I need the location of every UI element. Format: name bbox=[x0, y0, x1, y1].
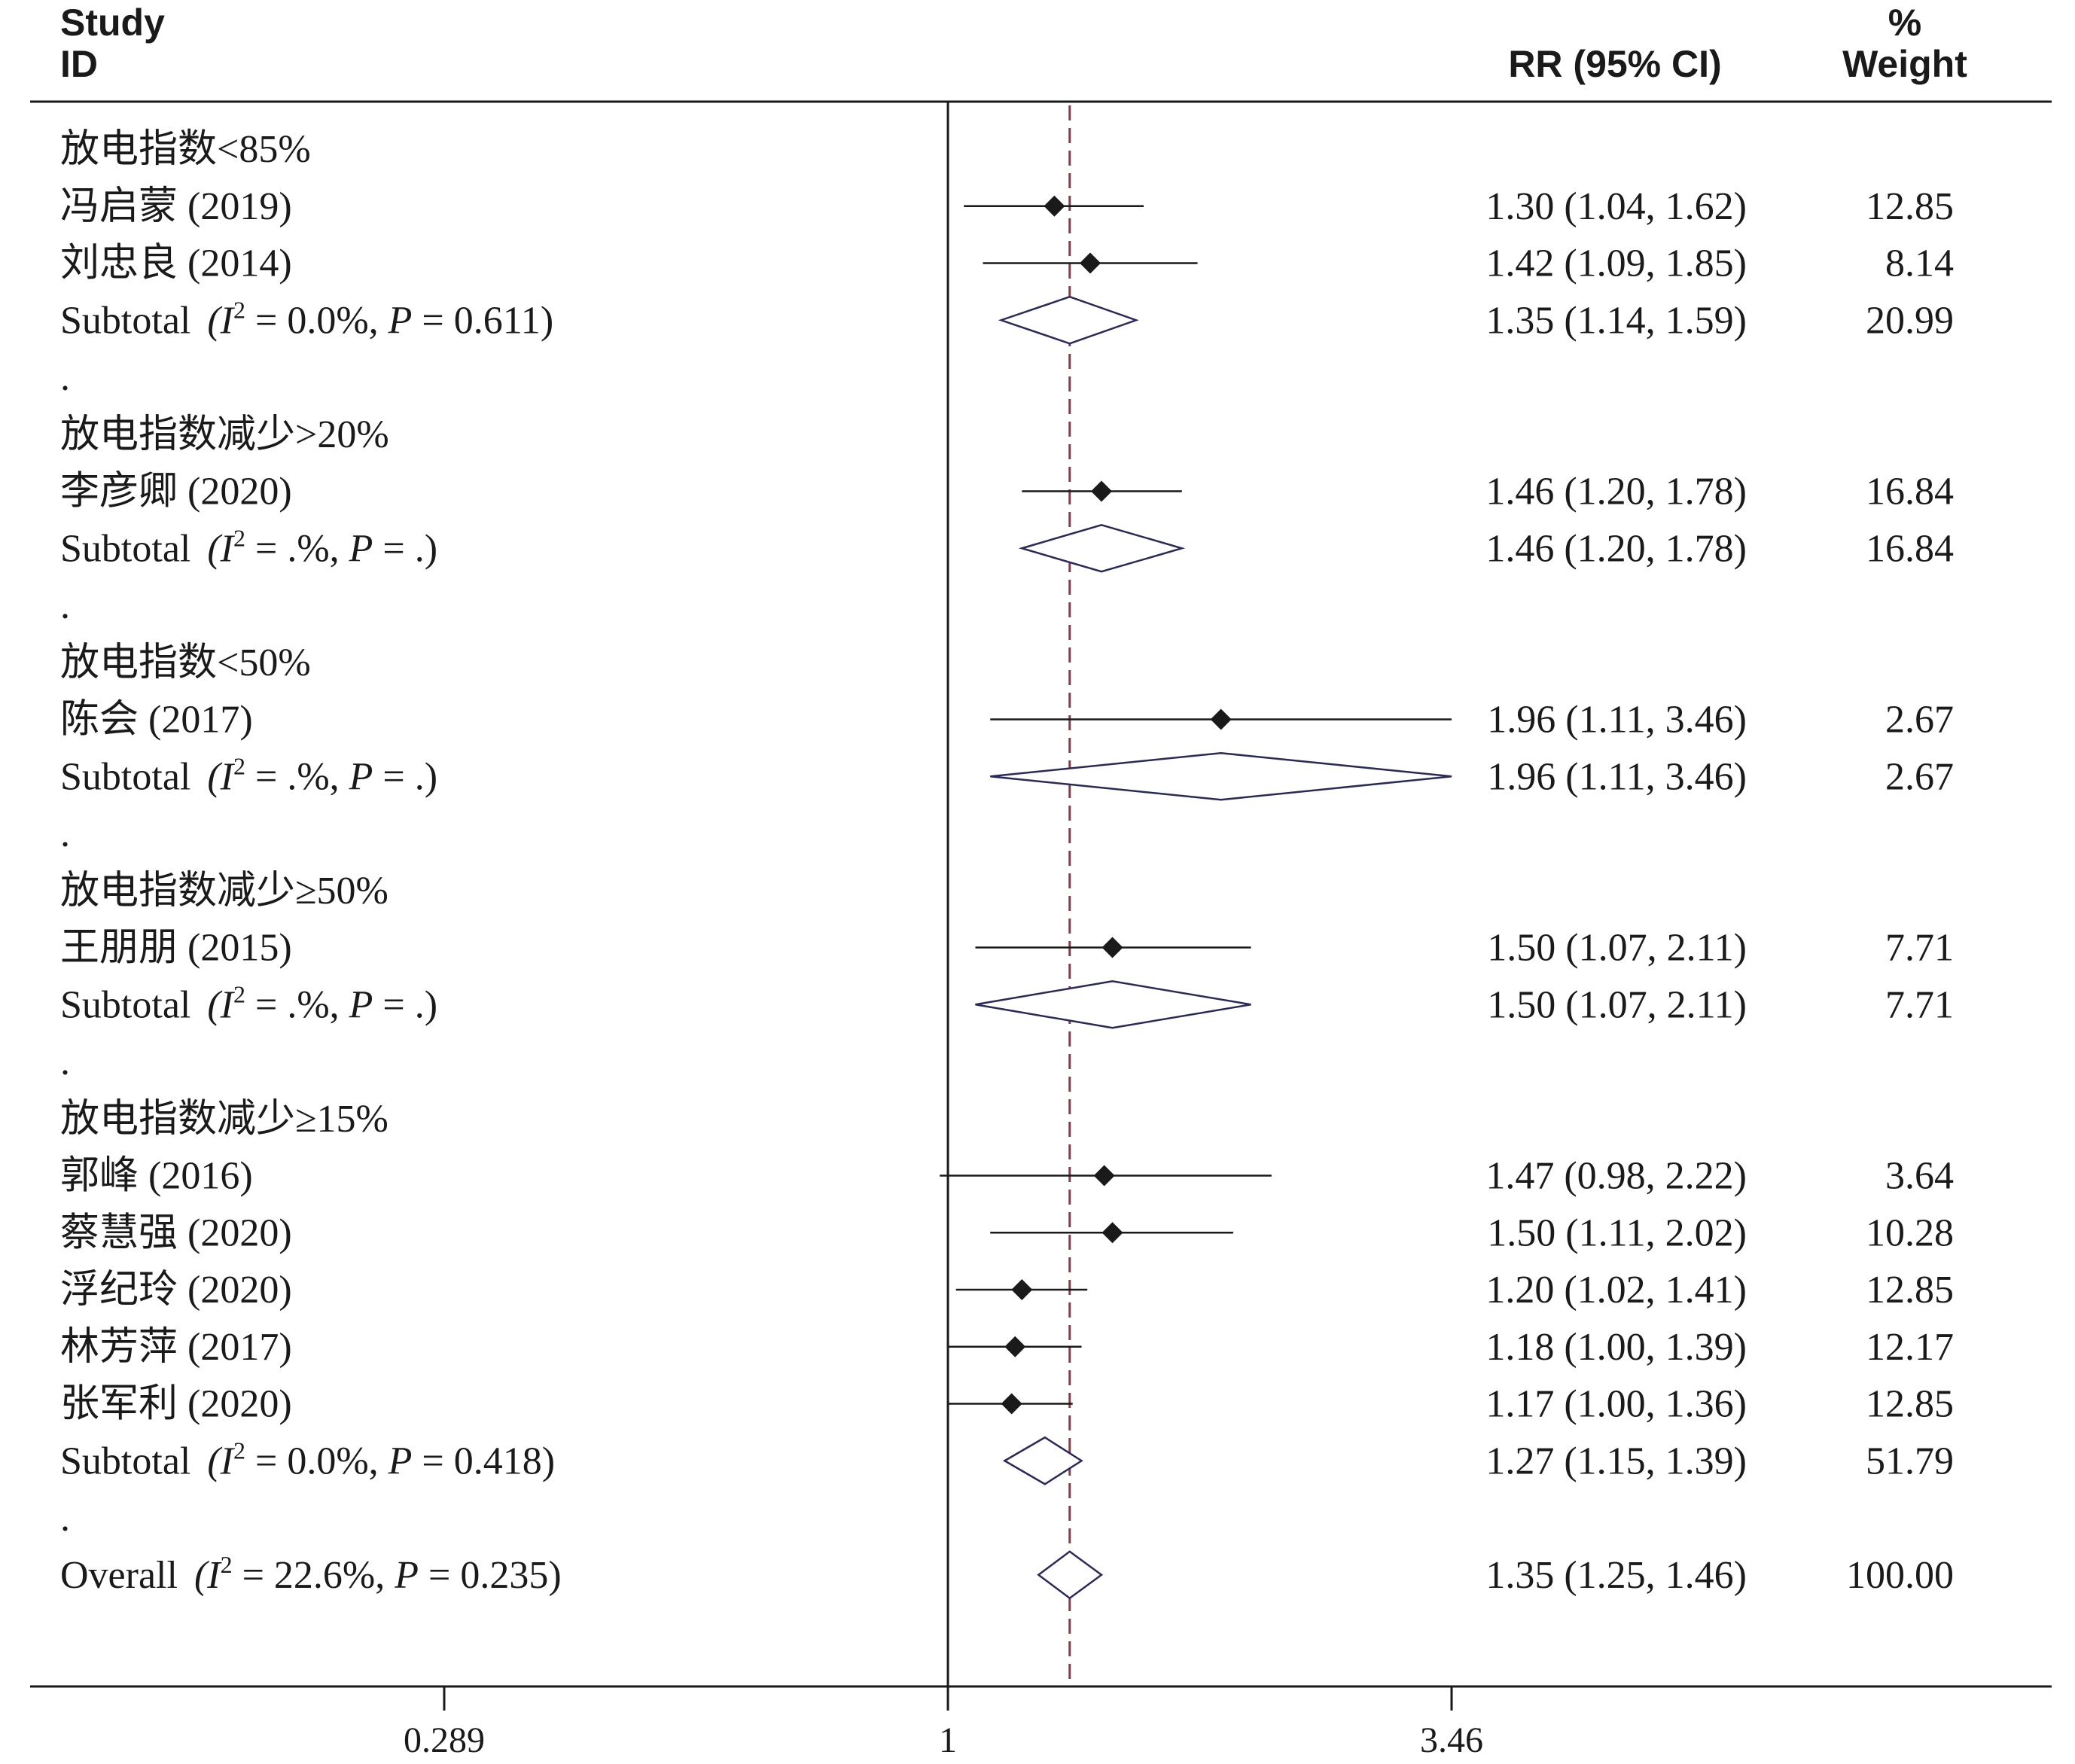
weight-text: 12.85 bbox=[1866, 185, 1954, 228]
effect-ci-text: 1.50 (1.07, 2.11) bbox=[1487, 927, 1747, 970]
effect-ci-text: 1.18 (1.00, 1.39) bbox=[1485, 1326, 1747, 1369]
point-estimate bbox=[1101, 937, 1123, 958]
subtotal-diamond bbox=[1018, 523, 1186, 573]
point-estimate bbox=[1090, 480, 1112, 502]
study-label: 冯启蒙 (2019) bbox=[60, 185, 292, 228]
overall-diamond bbox=[1037, 1550, 1104, 1600]
point-estimate bbox=[1044, 195, 1065, 217]
study-label: 王朋朋 (2015) bbox=[60, 927, 292, 970]
x-tick-label: 3.46 bbox=[1420, 1720, 1483, 1760]
group-label: 放电指数减少≥50% bbox=[60, 870, 388, 912]
point-estimate bbox=[1001, 1393, 1022, 1415]
group-label: 放电指数<50% bbox=[60, 641, 311, 684]
subtotal-label: Subtotal (I2 = .%, P = .) bbox=[60, 524, 437, 570]
study-label: 张军利 (2020) bbox=[60, 1383, 292, 1426]
study-label: 郭峰 (2016) bbox=[60, 1155, 253, 1198]
study-label: 浮纪玲 (2020) bbox=[60, 1269, 292, 1312]
separator-dot: . bbox=[60, 584, 70, 627]
point-estimate bbox=[1101, 1222, 1123, 1244]
weight-text: 2.67 bbox=[1885, 755, 1954, 798]
effect-ci-text: 1.27 (1.15, 1.39) bbox=[1485, 1440, 1747, 1482]
effect-ci-text: 1.30 (1.04, 1.62) bbox=[1485, 185, 1747, 228]
x-axis-ticks: 0.289 1 3.46 bbox=[404, 1686, 1483, 1760]
study-label: 刘忠良 (2014) bbox=[60, 242, 292, 285]
overall-label: Overall (I2 = 22.6%, P = 0.235) bbox=[60, 1551, 562, 1597]
forest-rows: 放电指数<85% 冯启蒙 (2019) 1.30 (1.04, 1.62) 12.85… bbox=[60, 128, 1954, 1600]
weight-text: 10.28 bbox=[1866, 1211, 1954, 1254]
effect-ci-text: 1.17 (1.00, 1.36) bbox=[1485, 1383, 1747, 1426]
effect-ci-text: 1.42 (1.09, 1.85) bbox=[1485, 242, 1747, 285]
study-label: 蔡慧强 (2020) bbox=[60, 1211, 292, 1254]
effect-ci-text: 1.35 (1.14, 1.59) bbox=[1485, 299, 1747, 342]
weight-text: 20.99 bbox=[1866, 299, 1954, 342]
weight-text: 12.17 bbox=[1866, 1326, 1954, 1369]
subtotal-label: Subtotal (I2 = .%, P = .) bbox=[60, 752, 437, 798]
subtotal-diamond bbox=[1002, 1436, 1083, 1485]
effect-ci-text: 1.50 (1.11, 2.02) bbox=[1487, 1211, 1747, 1254]
effect-ci-text: 1.35 (1.25, 1.46) bbox=[1485, 1554, 1747, 1597]
subtotal-diamond bbox=[990, 751, 1452, 801]
weight-text: 16.84 bbox=[1866, 527, 1954, 570]
separator-dot: . bbox=[60, 356, 70, 399]
group-label: 放电指数减少>20% bbox=[60, 413, 389, 456]
effect-ci-text: 1.96 (1.11, 3.46) bbox=[1487, 699, 1747, 742]
effect-ci-text: 1.46 (1.20, 1.78) bbox=[1485, 527, 1747, 570]
separator-dot: . bbox=[60, 812, 70, 855]
group-label: 放电指数减少≥15% bbox=[60, 1098, 388, 1141]
separator-dot: . bbox=[60, 1497, 70, 1540]
effect-header: RR (95% CI) bbox=[1508, 43, 1721, 85]
weight-text: 100.00 bbox=[1846, 1554, 1954, 1597]
study-header-line2: ID bbox=[60, 43, 98, 85]
column-header: Study ID RR (95% CI) % Weight bbox=[60, 2, 1967, 85]
study-label: 陈会 (2017) bbox=[60, 699, 253, 742]
point-estimate bbox=[1093, 1165, 1115, 1187]
study-label: 李彦卿 (2020) bbox=[60, 471, 292, 513]
point-estimate bbox=[1004, 1336, 1026, 1357]
weight-text: 12.85 bbox=[1866, 1383, 1954, 1426]
effect-ci-text: 1.96 (1.11, 3.46) bbox=[1487, 755, 1747, 798]
x-tick-label: 1 bbox=[939, 1720, 957, 1760]
effect-ci-text: 1.46 (1.20, 1.78) bbox=[1485, 471, 1747, 513]
x-tick-label: 0.289 bbox=[404, 1720, 485, 1760]
study-label: 林芳萍 (2017) bbox=[60, 1326, 292, 1369]
weight-text: 51.79 bbox=[1866, 1440, 1954, 1482]
subtotal-label: Subtotal (I2 = .%, P = .) bbox=[60, 980, 437, 1026]
weight-header-line2: Weight bbox=[1842, 43, 1967, 85]
weight-text: 7.71 bbox=[1885, 983, 1954, 1026]
point-estimate bbox=[1011, 1279, 1033, 1300]
weight-text: 12.85 bbox=[1866, 1269, 1954, 1312]
point-estimate bbox=[1210, 708, 1232, 730]
group-label: 放电指数<85% bbox=[60, 128, 311, 171]
subtotal-diamond bbox=[998, 295, 1139, 345]
subtotal-diamond bbox=[975, 979, 1251, 1029]
weight-text: 7.71 bbox=[1885, 927, 1954, 970]
weight-text: 2.67 bbox=[1885, 699, 1954, 742]
weight-text: 16.84 bbox=[1866, 471, 1954, 513]
weight-text: 3.64 bbox=[1885, 1155, 1954, 1198]
effect-ci-text: 1.20 (1.02, 1.41) bbox=[1485, 1269, 1747, 1312]
subtotal-label: Subtotal (I2 = 0.0%, P = 0.418) bbox=[60, 1436, 555, 1482]
weight-text: 8.14 bbox=[1885, 242, 1954, 285]
effect-ci-text: 1.50 (1.07, 2.11) bbox=[1487, 983, 1747, 1026]
point-estimate bbox=[1080, 252, 1101, 274]
weight-header-line1: % bbox=[1888, 2, 1921, 44]
subtotal-label: Subtotal (I2 = 0.0%, P = 0.611) bbox=[60, 296, 553, 342]
separator-dot: . bbox=[60, 1040, 70, 1083]
study-header-line1: Study bbox=[60, 2, 165, 44]
effect-ci-text: 1.47 (0.98, 2.22) bbox=[1485, 1155, 1747, 1198]
